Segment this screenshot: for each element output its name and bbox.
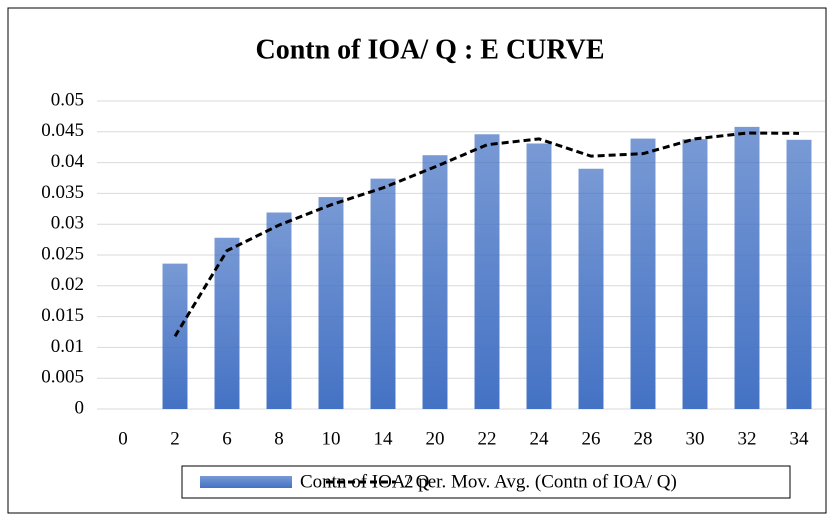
bar: [474, 134, 500, 409]
y-tick-label: 0.005: [41, 367, 84, 388]
y-tick-label: 0.01: [51, 336, 84, 357]
bar: [422, 155, 448, 409]
x-tick-label: 10: [322, 428, 341, 449]
bar: [526, 143, 552, 409]
x-tick-label: 28: [634, 428, 653, 449]
bar: [630, 138, 656, 410]
y-tick-label: 0.035: [41, 182, 84, 203]
y-tick-label: 0.02: [51, 274, 84, 295]
y-tick-label: 0.015: [41, 305, 84, 326]
x-tick-label: 34: [790, 428, 810, 449]
x-tick-label: 22: [478, 428, 497, 449]
x-tick-label: 30: [686, 428, 705, 449]
bar: [734, 126, 760, 409]
y-tick-label: 0.025: [41, 243, 84, 264]
bar: [318, 197, 344, 409]
bar: [266, 212, 292, 409]
x-tick-label: 20: [426, 428, 445, 449]
bar: [214, 237, 240, 409]
x-tick-label: 32: [738, 428, 757, 449]
y-tick-label: 0: [75, 397, 85, 418]
x-tick-label: 2: [170, 428, 180, 449]
y-tick-label: 0.03: [51, 213, 84, 234]
x-tick-label: 14: [374, 428, 394, 449]
x-tick-label: 8: [274, 428, 284, 449]
bar: [786, 139, 812, 410]
bar: [370, 178, 396, 409]
legend-swatch: [200, 476, 292, 488]
x-tick-label: 0: [118, 428, 128, 449]
y-tick-label: 0.04: [51, 151, 85, 172]
x-tick-label: 24: [530, 428, 550, 449]
y-tick-label: 0.045: [41, 120, 84, 141]
moving-average-line: [173, 131, 800, 338]
chart-title: Contn of IOA/ Q : E CURVE: [255, 34, 604, 65]
bar: [682, 139, 708, 409]
y-tick-label: 0.05: [51, 89, 84, 110]
legend-label: 2 per. Mov. Avg. (Contn of IOA/ Q): [404, 471, 677, 492]
x-tick-label: 6: [222, 428, 232, 449]
bar: [578, 168, 604, 409]
x-tick-label: 26: [582, 428, 601, 449]
